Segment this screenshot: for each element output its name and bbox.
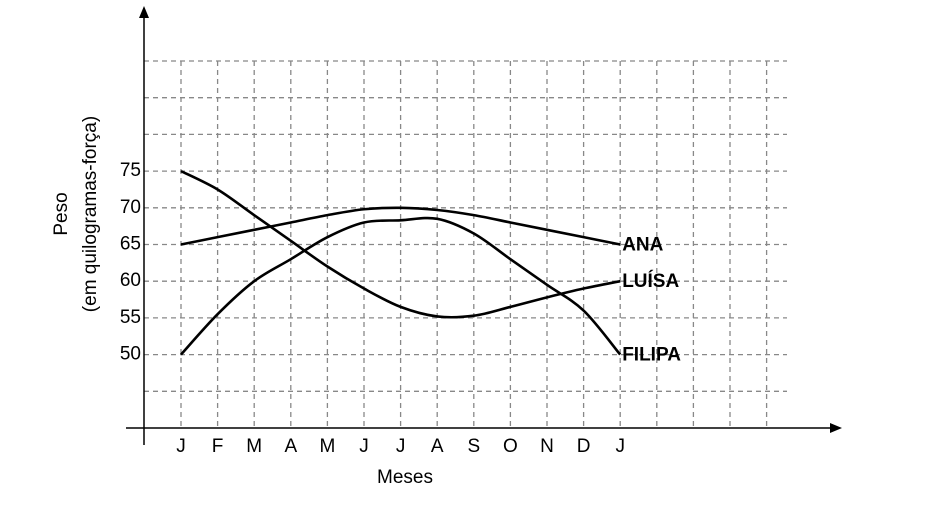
series-line [180, 169, 621, 319]
y-tick-label: 55 [120, 307, 141, 328]
series-label: FILIPA [622, 345, 681, 366]
y-axis-arrow [139, 6, 149, 18]
x-axis-arrow [830, 423, 842, 433]
series-label: LUÍSA [622, 270, 679, 292]
y-tick-label: 70 [120, 197, 141, 218]
series-label: ANA [622, 235, 663, 256]
x-tick-label: D [577, 436, 591, 457]
x-tick-label: J [176, 436, 186, 457]
x-tick-label: N [540, 436, 554, 457]
y-axis-label: (em quilogramas-força) [80, 116, 101, 312]
x-tick-label: J [615, 436, 625, 457]
series-line [180, 216, 622, 356]
x-tick-label: M [246, 436, 262, 457]
x-axis-label: Meses [377, 467, 433, 488]
x-tick-label: A [431, 436, 444, 457]
x-tick-label: A [284, 436, 297, 457]
grid [144, 60, 787, 428]
y-tick-label: 65 [120, 234, 141, 255]
y-tick-label: 75 [120, 160, 141, 181]
y-axis-label: Peso [51, 192, 72, 235]
x-tick-label: S [467, 436, 480, 457]
x-tick-label: M [319, 436, 335, 457]
x-tick-label: J [396, 436, 406, 457]
x-tick-label: F [212, 436, 224, 457]
series-line [180, 206, 621, 246]
x-tick-label: O [503, 436, 518, 457]
y-tick-label: 50 [120, 344, 141, 365]
y-tick-label: 60 [120, 270, 141, 291]
x-tick-label: J [359, 436, 369, 457]
